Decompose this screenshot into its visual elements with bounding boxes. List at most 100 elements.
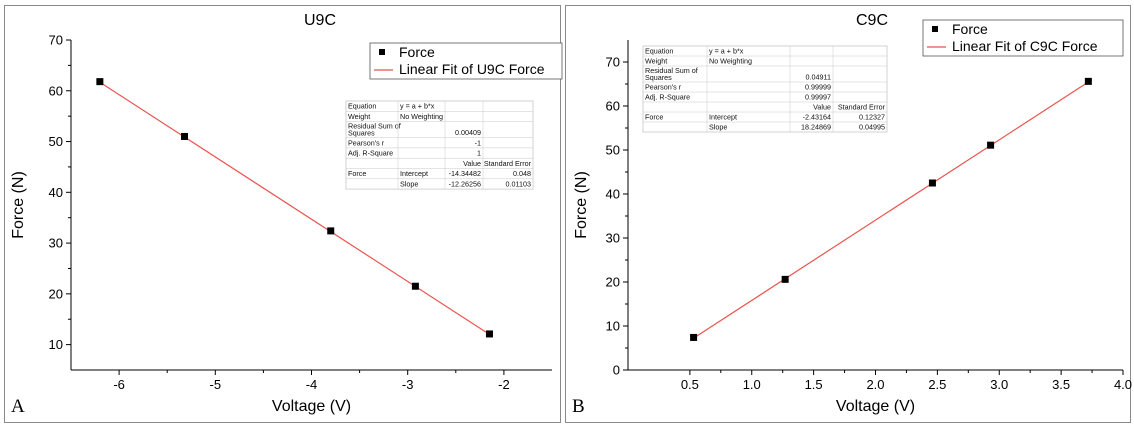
x-tick-label: 4.0	[1114, 377, 1132, 392]
stats-cell: Equation	[645, 46, 673, 55]
chart-svg-c9c: C9C 0.5 1.0 1.5 2.0 2.5 3.0 3.5 4.0 0 10 20 30 40 50 60…	[573, 12, 1132, 415]
data-point	[181, 132, 189, 140]
stats-cell: -12.26256	[449, 180, 481, 189]
x-axis-label: Voltage (V)	[272, 398, 351, 415]
legend-marker-force	[932, 26, 938, 32]
stats-cell: -1	[475, 138, 481, 147]
legend-label-force: Force	[952, 21, 988, 37]
stats-cell: 0.99999	[805, 82, 831, 91]
x-tick-label: -2	[498, 377, 510, 392]
data-point	[1084, 77, 1092, 85]
stats-cell: Intercept	[709, 112, 737, 121]
chart-svg-u9c: U9C -6 -5 -4 -3 -2 10 20 30 40 50 60 70 Voltage (V) Fo…	[10, 12, 563, 415]
x-tick-label: 2.5	[928, 377, 946, 392]
y-tick-label: 60	[49, 83, 63, 98]
stats-table	[642, 45, 888, 133]
x-tick-label: 3.5	[1052, 377, 1070, 392]
stats-cell: Adj. R-Square	[645, 92, 690, 101]
stats-cell: Standard Error	[484, 159, 532, 168]
x-tick-label: 3.0	[990, 377, 1008, 392]
y-tick-label: 20	[606, 275, 620, 290]
stats-cell: -14.34482	[449, 169, 481, 178]
data-point	[96, 78, 104, 86]
stats-cell: No Weighting	[709, 56, 752, 65]
y-tick-label: 70	[606, 55, 620, 70]
y-axis-label: Force (N)	[10, 171, 27, 239]
stats-cell: No Weighting	[400, 112, 443, 121]
y-tick-label: 50	[606, 143, 620, 158]
data-point	[485, 330, 493, 338]
legend-label-fit: Linear Fit of U9C Force	[399, 61, 545, 77]
stats-cell: Squares	[645, 73, 672, 82]
stats-cell: Force	[348, 169, 366, 178]
stats-cell: Squares	[348, 129, 375, 138]
stats-cell: Standard Error	[838, 102, 886, 111]
x-tick-label: 1.5	[805, 377, 823, 392]
stats-cell: 0.12327	[859, 112, 885, 121]
panel-letter-a: A	[11, 396, 25, 417]
y-tick-label: 30	[606, 231, 620, 246]
stats-cell: Weight	[645, 56, 667, 65]
stats-cell: y = a + b*x	[709, 46, 744, 55]
stats-cell: Pearson's r	[645, 82, 682, 91]
stats-cell: Slope	[400, 180, 418, 189]
stats-cell: 0.04995	[859, 122, 885, 131]
legend-box	[369, 42, 563, 80]
stats-cell: 0.048	[513, 169, 531, 178]
stats-cell: 0.01103	[506, 180, 531, 189]
stats-cell: Pearson's r	[348, 138, 385, 147]
x-tick-label: 2.0	[866, 377, 884, 392]
x-tick-label: -4	[306, 377, 318, 392]
stats-cell: Value	[813, 102, 831, 111]
y-tick-label: 50	[49, 134, 63, 149]
legend-box	[922, 19, 1124, 57]
y-tick-label: 40	[606, 187, 620, 202]
stats-cell: 0.04911	[806, 72, 831, 81]
stats-cell: Residual Sum of	[348, 122, 401, 131]
linear-fit-line	[99, 81, 490, 335]
y-tick-label: 30	[49, 236, 63, 251]
data-point	[690, 333, 698, 341]
stats-cell: 0.00409	[455, 128, 481, 137]
linear-fit-line	[693, 81, 1089, 339]
data-point	[327, 227, 335, 235]
x-tick-label: 1.0	[743, 377, 761, 392]
y-tick-label: 20	[49, 286, 63, 301]
stats-table	[345, 100, 534, 190]
y-tick-label: 60	[606, 99, 620, 114]
data-point	[928, 179, 936, 187]
panel-letter-b: B	[572, 396, 585, 417]
chart-title: C9C	[856, 12, 888, 29]
data-point	[987, 141, 995, 149]
y-tick-label: 10	[49, 337, 63, 352]
chart-panel-c9c: C9C 0.5 1.0 1.5 2.0 2.5 3.0 3.5 4.0 0 10 20 30 40 50 60…	[565, 5, 1132, 423]
y-axis-label: Force (N)	[573, 171, 590, 239]
data-point	[411, 282, 419, 290]
legend-label-fit: Linear Fit of C9C Force	[952, 38, 1098, 54]
stats-cell: 0.99997	[805, 92, 831, 101]
stats-cell: y = a + b*x	[400, 102, 435, 111]
chart-title: U9C	[304, 12, 336, 29]
stats-cell: Equation	[348, 102, 376, 111]
x-tick-label: -6	[113, 377, 125, 392]
y-tick-label: 40	[49, 185, 63, 200]
stats-cell: Value	[463, 159, 481, 168]
stats-cell: 18.24869	[801, 122, 831, 131]
x-tick-label: -5	[210, 377, 222, 392]
stats-cell: Intercept	[400, 169, 428, 178]
x-tick-label: -3	[402, 377, 414, 392]
stats-cell: Force	[645, 112, 663, 121]
y-tick-label: 0	[613, 363, 620, 378]
stats-cell: Weight	[348, 112, 370, 121]
chart-panel-u9c: U9C -6 -5 -4 -3 -2 10 20 30 40 50 60 70 Voltage (V) Fo…	[4, 5, 563, 423]
x-axis-label: Voltage (V)	[836, 398, 915, 415]
x-tick-label: 0.5	[681, 377, 699, 392]
legend-label-force: Force	[399, 44, 435, 60]
y-tick-label: 10	[606, 319, 620, 334]
y-tick-label: 70	[49, 33, 63, 48]
stats-cell: 1	[477, 149, 481, 158]
stats-cell: -2.43164	[803, 112, 831, 121]
legend-marker-force	[379, 49, 385, 55]
stats-cell: Slope	[709, 122, 727, 131]
data-point	[781, 275, 789, 283]
